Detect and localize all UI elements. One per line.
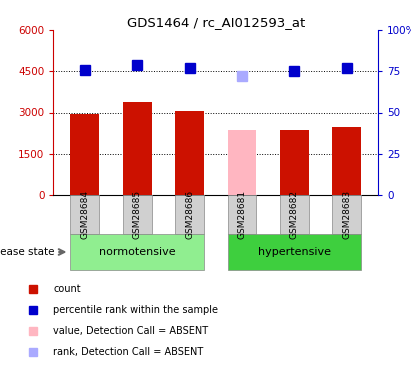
- Bar: [123, 195, 152, 234]
- Text: GSM28683: GSM28683: [342, 190, 351, 239]
- Text: value, Detection Call = ABSENT: value, Detection Call = ABSENT: [53, 326, 208, 336]
- Bar: [123, 102, 152, 195]
- Bar: [228, 234, 361, 270]
- Text: normotensive: normotensive: [99, 247, 175, 257]
- Text: count: count: [53, 284, 81, 294]
- Bar: [175, 111, 204, 195]
- Bar: [228, 129, 256, 195]
- Bar: [70, 234, 204, 270]
- Bar: [280, 130, 309, 195]
- Text: GSM28681: GSM28681: [238, 190, 247, 239]
- Text: GSM28682: GSM28682: [290, 190, 299, 239]
- Bar: [280, 195, 309, 234]
- Text: percentile rank within the sample: percentile rank within the sample: [53, 305, 218, 315]
- Bar: [228, 195, 256, 234]
- Bar: [70, 195, 99, 234]
- Bar: [175, 195, 204, 234]
- Bar: [332, 127, 361, 195]
- Text: GSM28686: GSM28686: [185, 190, 194, 239]
- Bar: [332, 195, 361, 234]
- Text: rank, Detection Call = ABSENT: rank, Detection Call = ABSENT: [53, 347, 204, 357]
- Text: hypertensive: hypertensive: [258, 247, 331, 257]
- Text: GSM28685: GSM28685: [133, 190, 142, 239]
- Title: GDS1464 / rc_AI012593_at: GDS1464 / rc_AI012593_at: [127, 16, 305, 29]
- Text: GSM28684: GSM28684: [81, 190, 89, 239]
- Bar: [70, 114, 99, 195]
- Text: disease state: disease state: [0, 247, 55, 257]
